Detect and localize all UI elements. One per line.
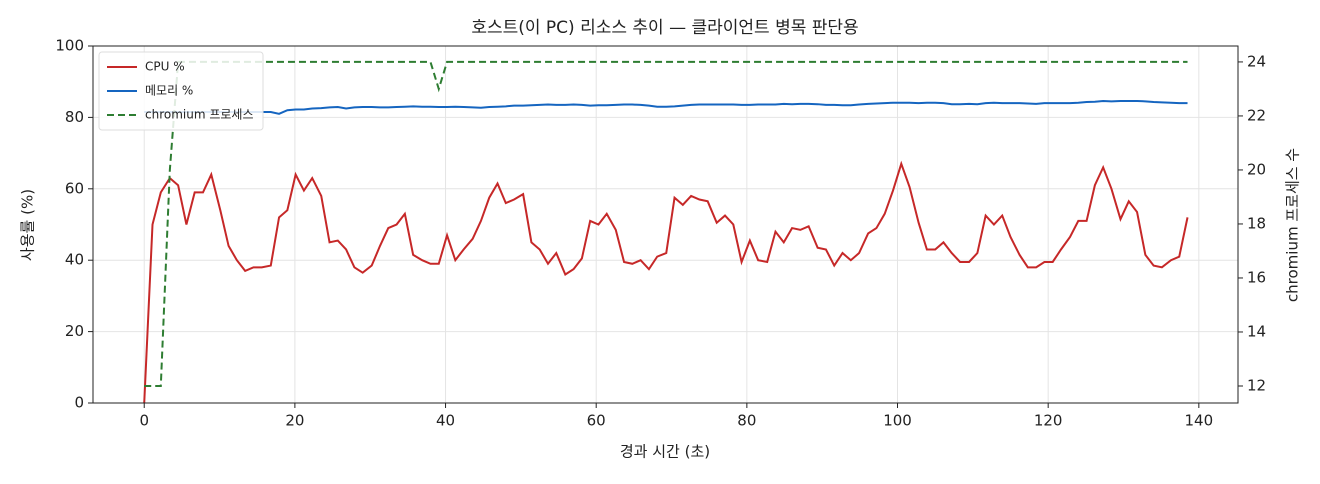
y2-tick-label: 12 <box>1247 376 1266 394</box>
x-tick-label: 120 <box>1034 412 1063 430</box>
y-tick-label: 0 <box>74 394 84 412</box>
chart-title: 호스트(이 PC) 리소스 추이 — 클라이언트 병목 판단용 <box>471 18 858 38</box>
y2-tick-label: 22 <box>1247 106 1266 124</box>
x-axis-label: 경과 시간 (초) <box>620 443 710 461</box>
y2-axis-label: chromium 프로세스 수 <box>1284 148 1302 302</box>
x-tick-label: 60 <box>587 412 606 430</box>
x-tick-label: 100 <box>883 412 912 430</box>
y-tick-label: 40 <box>65 251 84 269</box>
legend-label: 메모리 % <box>145 84 193 98</box>
legend-label: CPU % <box>145 60 185 74</box>
x-tick-label: 20 <box>285 412 304 430</box>
legend-box <box>98 51 264 131</box>
y2-tick-label: 24 <box>1247 52 1266 70</box>
series-line <box>143 160 1189 404</box>
series-line <box>144 60 1188 387</box>
x-tick-label: 80 <box>737 412 756 430</box>
y2-tick-label: 18 <box>1247 214 1266 232</box>
y-axis-label: 사용률 (%) <box>19 189 37 261</box>
series-line <box>144 99 1188 115</box>
x-tick-label: 40 <box>436 412 455 430</box>
y2-tick-label: 16 <box>1247 268 1266 286</box>
y2-tick-label: 20 <box>1247 160 1266 178</box>
y-tick-label: 80 <box>65 108 84 126</box>
plot-frame <box>92 45 1239 404</box>
legend-label: chromium 프로세스 <box>145 108 254 122</box>
y2-tick-label: 14 <box>1247 322 1266 340</box>
y-tick-label: 60 <box>65 179 84 197</box>
y-tick-label: 100 <box>55 37 84 55</box>
y-tick-label: 20 <box>65 322 84 340</box>
x-tick-label: 0 <box>139 412 149 430</box>
x-tick-label: 140 <box>1185 412 1214 430</box>
